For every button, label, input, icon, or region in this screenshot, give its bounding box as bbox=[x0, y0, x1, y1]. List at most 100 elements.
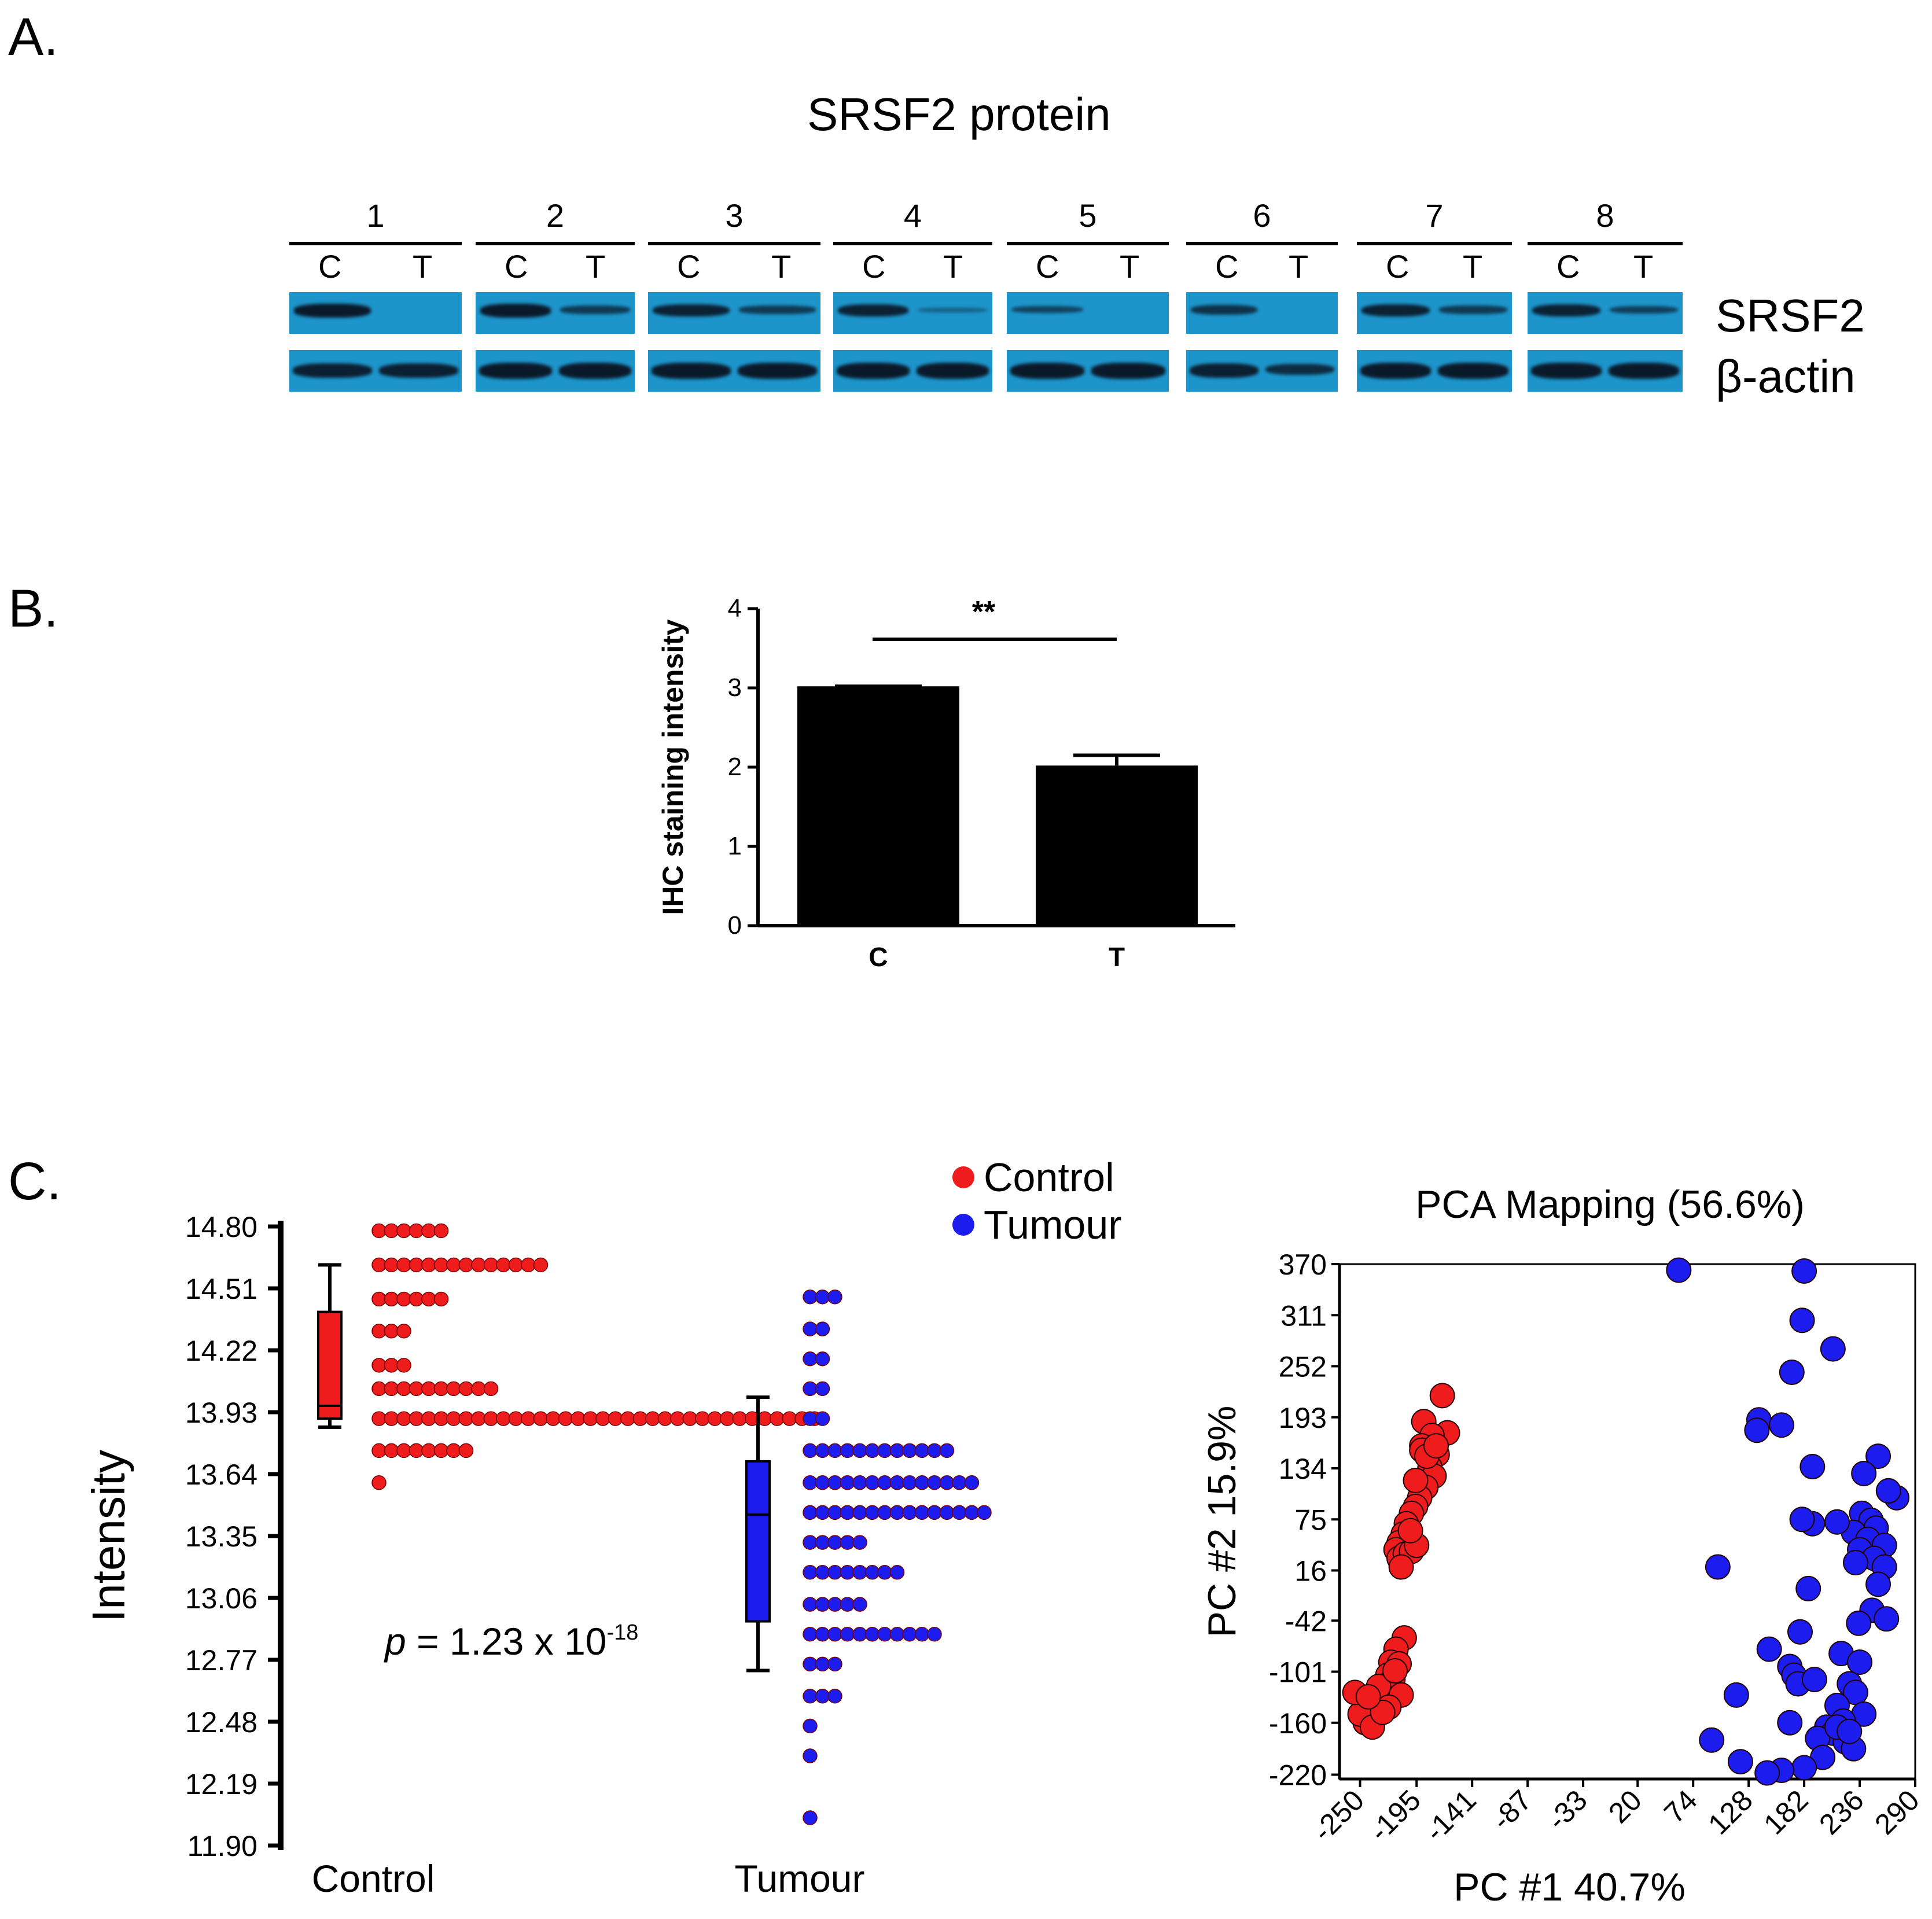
srsf2-band bbox=[1191, 305, 1257, 315]
actin-band bbox=[1091, 363, 1165, 379]
data-point bbox=[595, 1411, 610, 1426]
pca-point bbox=[1429, 1383, 1455, 1409]
pca-point bbox=[1769, 1412, 1795, 1438]
actin-band bbox=[1438, 363, 1508, 379]
pca-point bbox=[1423, 1433, 1449, 1459]
data-point bbox=[446, 1443, 461, 1458]
data-point bbox=[815, 1381, 830, 1397]
data-point bbox=[496, 1257, 511, 1273]
lane-number: 3 bbox=[725, 197, 744, 234]
y-tick-label: 12.48 bbox=[185, 1706, 257, 1738]
y-tick-label: 13.64 bbox=[185, 1458, 257, 1491]
srsf2-band bbox=[1011, 306, 1083, 313]
srsf2-band bbox=[1439, 305, 1507, 314]
srsf2-band bbox=[739, 305, 816, 314]
box bbox=[317, 1310, 343, 1420]
data-point bbox=[803, 1597, 818, 1612]
data-point bbox=[371, 1381, 387, 1397]
pca-point bbox=[1699, 1727, 1725, 1753]
data-point bbox=[902, 1443, 917, 1458]
lane-tumour-label: T bbox=[1120, 248, 1140, 285]
pca-point bbox=[1789, 1507, 1815, 1533]
data-point bbox=[670, 1411, 685, 1426]
srsf2-blot bbox=[648, 292, 820, 334]
data-point bbox=[421, 1223, 436, 1239]
data-point bbox=[720, 1411, 735, 1426]
y-tick-label: 4 bbox=[728, 594, 742, 623]
data-point bbox=[840, 1475, 855, 1490]
data-point bbox=[840, 1443, 855, 1458]
data-point bbox=[396, 1443, 411, 1458]
lane-tumour-label: T bbox=[1289, 248, 1309, 285]
data-point bbox=[877, 1443, 892, 1458]
srsf2-band bbox=[560, 305, 630, 314]
y-axis-label: PC #2 15.9% bbox=[1200, 1406, 1244, 1638]
x-category-label: Tumour bbox=[735, 1857, 865, 1900]
data-point bbox=[852, 1597, 867, 1612]
lane-divider-line bbox=[1357, 242, 1512, 245]
pca-point bbox=[1865, 1571, 1891, 1597]
data-point bbox=[446, 1381, 461, 1397]
data-point bbox=[409, 1443, 424, 1458]
data-point bbox=[409, 1381, 424, 1397]
data-point bbox=[458, 1443, 474, 1458]
data-point bbox=[815, 1656, 830, 1672]
x-tick-label: T bbox=[1109, 942, 1125, 972]
y-tick-label: 16 bbox=[1294, 1555, 1327, 1587]
data-point bbox=[815, 1290, 830, 1305]
srsf2-blot bbox=[1007, 292, 1169, 334]
actin-band bbox=[479, 363, 552, 379]
data-point bbox=[815, 1475, 830, 1490]
data-point bbox=[521, 1411, 536, 1426]
data-point bbox=[471, 1411, 486, 1426]
pca-point bbox=[1744, 1417, 1770, 1443]
data-point bbox=[632, 1411, 648, 1426]
x-tick-label: 182 bbox=[1757, 1784, 1815, 1841]
data-point bbox=[864, 1443, 880, 1458]
lane-tumour-label: T bbox=[586, 248, 606, 285]
lane-control-label: C bbox=[1036, 248, 1059, 285]
data-point bbox=[815, 1688, 830, 1704]
data-point bbox=[840, 1564, 855, 1580]
srsf2-blot bbox=[476, 292, 635, 334]
lane-control-label: C bbox=[1386, 248, 1410, 285]
data-point bbox=[682, 1411, 698, 1426]
pca-point bbox=[1842, 1550, 1868, 1576]
lane-control-label: C bbox=[1556, 248, 1580, 285]
data-point bbox=[396, 1411, 411, 1426]
lane-number: 2 bbox=[546, 197, 565, 234]
lane-divider-line bbox=[1007, 242, 1169, 245]
data-point bbox=[852, 1443, 867, 1458]
lane-tumour-label: T bbox=[413, 248, 433, 285]
data-point bbox=[458, 1381, 474, 1397]
x-tick-label: -33 bbox=[1541, 1784, 1594, 1836]
data-point bbox=[815, 1321, 830, 1336]
data-point bbox=[446, 1257, 461, 1273]
pca-plot: PCA Mapping (56.6%) PC #1 40.7% PC #2 15.9… bbox=[1200, 1183, 1926, 1909]
lane-divider-line bbox=[648, 242, 820, 245]
data-point bbox=[421, 1443, 436, 1458]
data-point bbox=[840, 1535, 855, 1550]
x-category-label: Control bbox=[312, 1857, 435, 1900]
x-tick-label: 74 bbox=[1658, 1784, 1703, 1829]
data-point bbox=[827, 1505, 842, 1520]
data-point bbox=[608, 1411, 623, 1426]
x-tick-label: C bbox=[869, 942, 888, 972]
data-point bbox=[483, 1257, 499, 1273]
data-point bbox=[782, 1411, 797, 1426]
data-point bbox=[889, 1626, 905, 1642]
srsf2-band bbox=[480, 304, 551, 318]
data-point bbox=[889, 1505, 905, 1520]
data-point bbox=[803, 1290, 818, 1305]
lane-tumour-label: T bbox=[1633, 248, 1654, 285]
y-tick-label: 12.77 bbox=[185, 1644, 257, 1677]
actin-blot bbox=[476, 350, 635, 392]
lane-tumour-label: T bbox=[771, 248, 792, 285]
pca-point bbox=[1666, 1257, 1692, 1283]
data-point bbox=[877, 1626, 892, 1642]
y-tick-label: 11.90 bbox=[187, 1830, 257, 1862]
data-point bbox=[939, 1505, 955, 1520]
srsf2-blot bbox=[1186, 292, 1338, 334]
data-point bbox=[852, 1564, 867, 1580]
data-point bbox=[852, 1626, 867, 1642]
